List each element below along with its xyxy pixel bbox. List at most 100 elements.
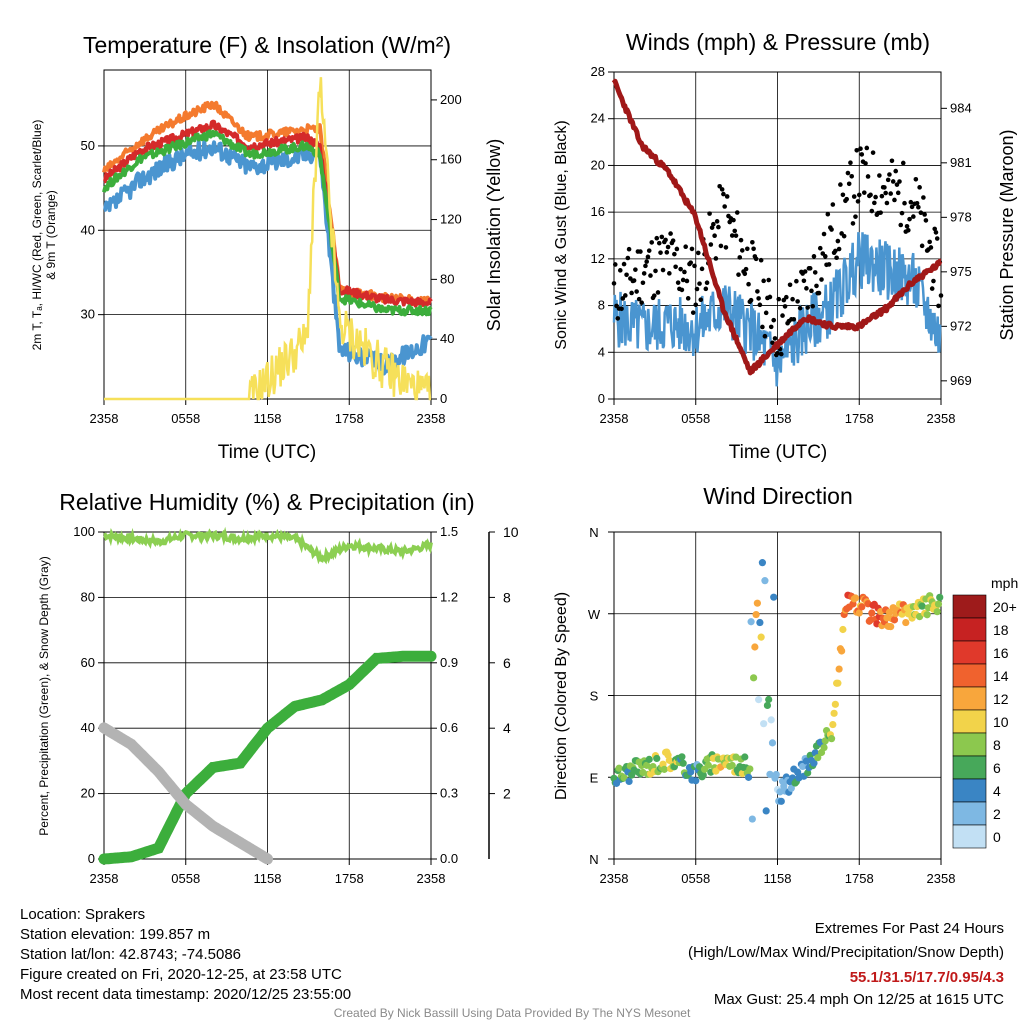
winds-xtick-label: 2358 [600,411,629,426]
wind-direction-point [855,609,863,617]
gust-point [698,297,704,302]
gust-point [791,316,797,322]
gust-point [631,278,637,283]
elevation-text: Station elevation: 199.857 m [20,926,211,943]
wind-direction-point [821,737,829,745]
temperature-right-ytick-label: 200 [440,92,462,107]
winds-left-ytick-label: 12 [591,251,605,266]
gust-point [776,296,782,302]
gust-point [794,278,799,284]
gust-point [772,336,778,341]
gust-point [890,179,896,184]
gust-point [898,222,904,228]
gust-point [900,160,906,166]
gust-point [717,183,722,189]
speed-legend-swatch [952,801,987,826]
gust-point [822,254,828,259]
gust-point [655,290,661,295]
wind-direction-point [772,770,780,779]
wind-direction-point [858,603,866,611]
wind-direction-point [757,633,765,641]
gust-point [835,238,841,244]
gust-point [859,152,865,157]
winds-left-ytick-label: 16 [591,204,605,219]
gust-point [757,302,763,308]
gust-point [934,236,940,241]
gust-point [658,250,663,255]
gust-point [707,211,712,216]
wind-direction-ytick-label: W [588,607,601,622]
gust-point [819,277,824,282]
gust-point [633,267,638,272]
gust-point [674,246,680,252]
gust-point [909,204,915,210]
humidity-xtick-label: 2358 [90,871,119,886]
wind-direction-point [728,761,736,770]
gust-point [812,270,818,275]
gust-point [873,194,878,200]
wind-direction-point [767,716,775,724]
wind-direction-point [834,679,842,687]
gust-point [928,245,934,250]
wind-direction-ytick-label: S [590,689,599,704]
gust-point [746,281,751,287]
wind-direction-point [741,753,749,761]
gust-point [904,223,910,229]
winds-right-ytick-label: 981 [950,155,972,170]
temperature-plot-area: 2358 0558 1158 1758 2358 30 40 50 0 40 80 120 160 200 [81,69,462,426]
gust-point [877,173,882,178]
gust-point [680,277,686,283]
gust-point [668,231,673,236]
humidity-left-ytick-label: 80 [81,589,95,604]
temperature-right-ytick-label: 120 [440,212,462,227]
temperature-xtick-label: 1158 [254,411,282,426]
winds-left-ytick-label: 4 [598,344,605,359]
gust-point [841,233,847,239]
speed-legend-swatch [952,755,987,780]
temperature-left-ytick-label: 50 [81,138,95,153]
temperature-right-ytick-label: 40 [440,331,454,346]
humidity-right-ytick-label: 0.6 [440,720,458,735]
gust-point [641,271,647,276]
wind-direction-point [839,625,847,634]
gust-point [856,192,862,198]
created-text: Figure created on Fri, 2020-12-25, at 23… [20,966,342,983]
gust-point [678,266,683,272]
gust-point [766,277,771,283]
gust-point [918,210,924,216]
gust-point [936,303,941,309]
gust-point [902,200,907,206]
wind-direction-point [762,807,770,815]
gust-point [889,158,895,164]
winds-right-ytick-label: 972 [950,318,972,333]
wind-direction-point [830,709,838,717]
humidity-xtick-label: 0558 [171,871,200,886]
gust-point [617,268,623,273]
gust-point [737,255,743,260]
speed-legend-label: 2 [993,806,1001,822]
snow-depth-tick-label: 8 [503,589,511,605]
gust-point [810,303,816,309]
temperature-panel-title: Temperature (F) & Insolation (W/m²) [83,32,451,58]
gust-point [816,290,822,296]
gust-point [712,233,717,239]
gust-point [729,233,735,238]
gust-point [703,286,709,292]
winds-left-ytick-label: 0 [598,391,605,406]
temperature-right-ytick-label: 80 [440,271,454,286]
wind-direction-point [868,609,876,617]
winds-right-axis-label: Station Pressure (Maroon) [997,129,1017,340]
temperature-y-axis-label-line1: 2m T, Tₐ, HI/WC (Red, Green, Scarlet/Blu… [30,120,44,351]
gust-point [713,256,719,261]
gust-point [897,179,902,184]
wind-direction-point [934,600,943,608]
humidity-right-ytick-label: 1.2 [440,589,458,604]
gust-point [694,286,700,292]
gust-point [885,177,891,183]
gust-point [869,208,875,214]
wind-direction-ytick-label: N [589,525,598,540]
temperature-x-axis-label: Time (UTC) [218,442,317,463]
gust-point [672,251,677,257]
temperature-y-axis-label-line2: & 9m T (Orange) [44,190,58,280]
temperature-right-ytick-label: 0 [440,391,447,406]
